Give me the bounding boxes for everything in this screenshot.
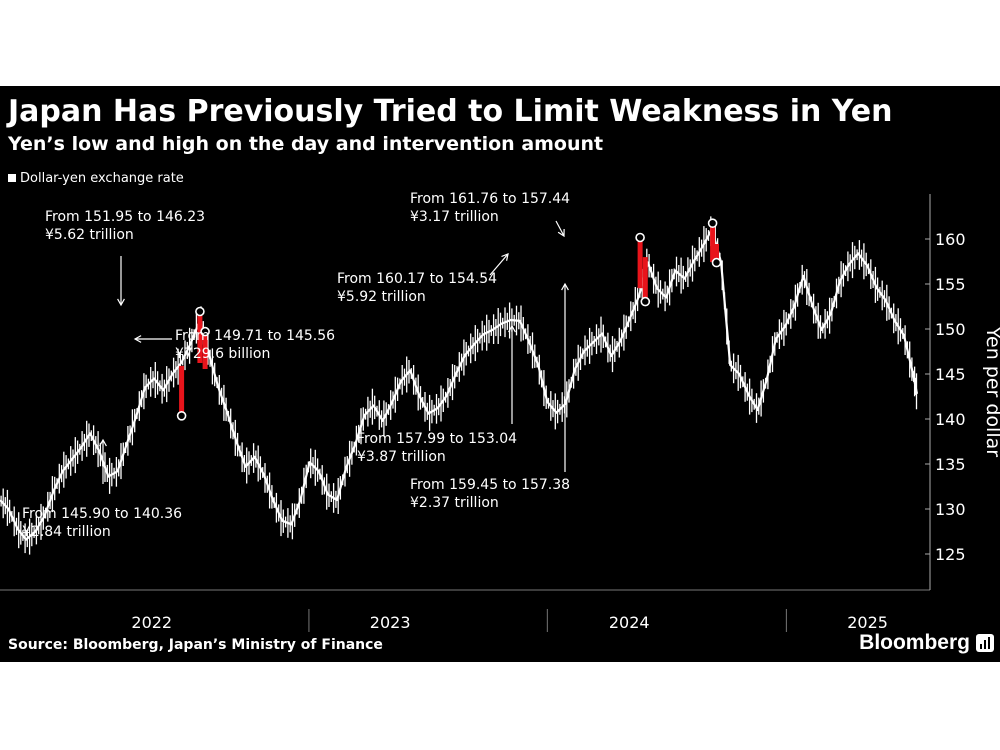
y-tick-label: 150: [935, 320, 966, 339]
x-tick-label: 2022: [131, 613, 172, 632]
intervention-amount: ¥3.17 trillion: [410, 209, 499, 225]
chart-title: Japan Has Previously Tried to Limit Weak…: [8, 94, 893, 129]
intervention-bar: [714, 244, 719, 263]
arrow-head: [133, 335, 142, 343]
intervention-label: From 161.76 to 157.44: [410, 191, 570, 207]
intervention-label: From 145.90 to 140.36: [22, 506, 182, 522]
intervention-marker: [195, 306, 205, 317]
annotation-arrow: [489, 253, 509, 276]
chart-panel: Japan Has Previously Tried to Limit Weak…: [0, 86, 1000, 662]
source-note: Source: Bloomberg, Japan’s Ministry of F…: [8, 637, 383, 653]
intervention-bar: [642, 257, 648, 302]
intervention-bar: [179, 365, 185, 416]
intervention-bar: [637, 237, 643, 289]
annotation-arrow: [555, 220, 565, 237]
intervention-amount: ¥2.37 trillion: [410, 495, 499, 511]
intervention-label: From 149.71 to 145.56: [175, 328, 335, 344]
arrow-head: [99, 438, 107, 447]
intervention-amount: ¥3.87 trillion: [357, 449, 446, 465]
intervention-label: From 157.99 to 153.04: [357, 431, 517, 447]
arrow-head: [501, 253, 509, 261]
y-tick-label: 135: [935, 455, 966, 474]
intervention-label: From 159.45 to 157.38: [410, 477, 570, 493]
intervention-amount: ¥729.6 billion: [175, 346, 270, 362]
intervention-amount: ¥2.84 trillion: [22, 524, 111, 540]
intervention-amount: ¥5.62 trillion: [45, 227, 134, 243]
intervention-marker: [200, 326, 210, 337]
intervention-amount: ¥5.92 trillion: [337, 289, 426, 305]
y-tick-label: 160: [935, 230, 966, 249]
arrow-head: [508, 324, 516, 333]
arrow-head: [117, 298, 125, 307]
arrow-head: [561, 282, 569, 291]
y-tick-label: 155: [935, 275, 966, 294]
intervention-marker: [711, 257, 722, 268]
chart-svg: From 145.90 to 140.36 ¥2.84 trillion From …: [0, 191, 1000, 632]
legend-swatch: [8, 174, 16, 182]
intervention-bar: [202, 331, 208, 369]
intervention-label: From 151.95 to 146.23: [45, 209, 205, 225]
y-tick-label: 145: [935, 365, 966, 384]
intervention-marker: [707, 218, 718, 228]
intervention-marker: [176, 410, 187, 421]
legend: Dollar-yen exchange rate: [8, 171, 184, 186]
y-axis-title: Yen per dollar: [982, 326, 1000, 457]
x-tick-label: 2023: [370, 613, 411, 632]
y-tick-label: 125: [935, 545, 966, 564]
bloomberg-bars-icon: [976, 634, 994, 652]
y-tick-label: 130: [935, 500, 966, 519]
arrow-head: [557, 228, 565, 238]
intervention-marker: [635, 232, 645, 243]
brand-logo: Bloomberg: [859, 631, 970, 654]
y-tick-label: 140: [935, 410, 966, 429]
intervention-bar: [197, 311, 203, 363]
chart-subtitle: Yen’s low and high on the day and interv…: [8, 133, 604, 155]
legend-label: Dollar-yen exchange rate: [20, 171, 184, 186]
intervention-marker: [640, 296, 651, 307]
x-tick-label: 2024: [609, 613, 650, 632]
intervention-bar: [710, 223, 716, 263]
intervention-label: From 160.17 to 154.54: [337, 271, 497, 287]
x-tick-label: 2025: [847, 613, 888, 632]
